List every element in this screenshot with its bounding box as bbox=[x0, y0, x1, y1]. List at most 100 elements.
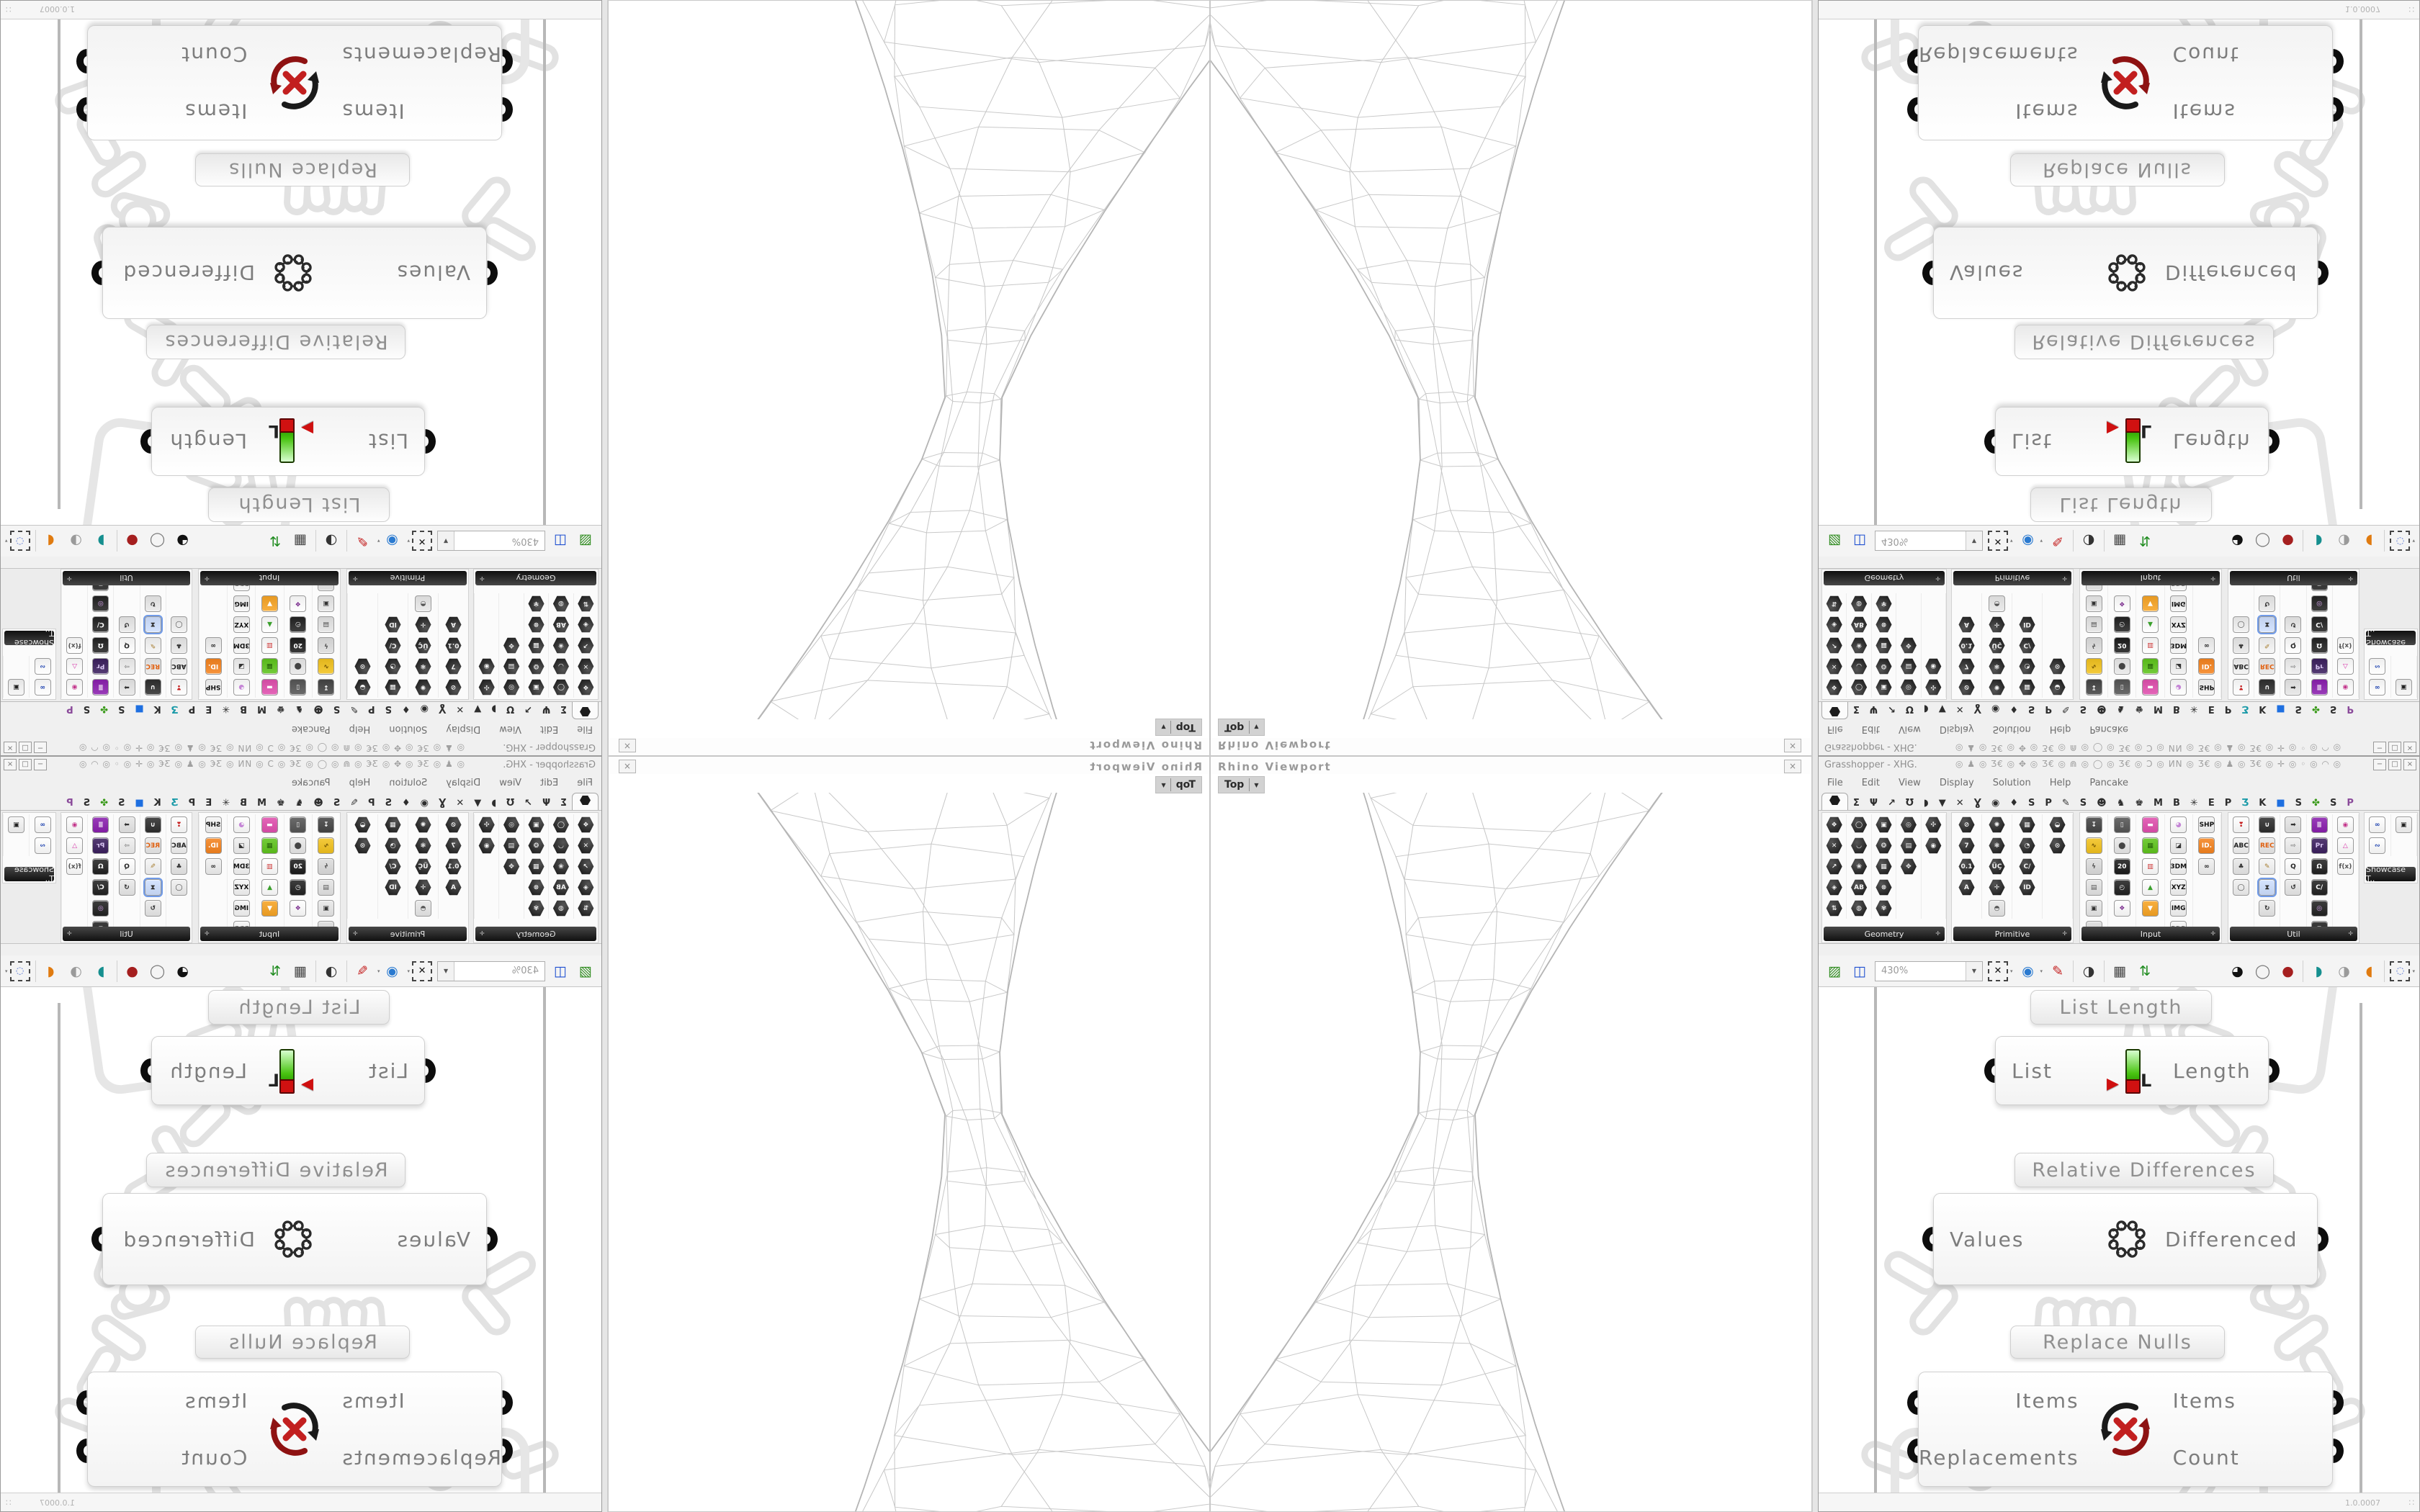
category-tab-23[interactable]: Ʒ bbox=[171, 798, 179, 809]
grasshopper-titlebar[interactable]: Grasshopper - XHG. ◎ ♟ ◎ Ʒ€ ◎ ✥ ◎ Ʒ€ ◎ ⋒… bbox=[1, 757, 601, 773]
menu-solution[interactable]: Solution bbox=[389, 777, 428, 788]
palette-icon[interactable]: ✣ bbox=[478, 679, 495, 696]
palette-icon[interactable]: ⇨ bbox=[2285, 658, 2302, 675]
palette-icon[interactable]: ▦ bbox=[261, 658, 279, 675]
palette-icon[interactable]: ❃ bbox=[1989, 837, 2005, 854]
input-grip[interactable] bbox=[1922, 1227, 1933, 1251]
menu-view[interactable]: View bbox=[499, 724, 522, 735]
palette-icon[interactable]: ▼ bbox=[261, 595, 279, 612]
palette-icon[interactable]: ◡ bbox=[1851, 658, 1868, 675]
panel-expand-icon[interactable]: ✛ bbox=[2062, 930, 2067, 937]
panel-name-1[interactable]: Primitive ✛ bbox=[349, 571, 467, 585]
palette-icon[interactable]: ∞ bbox=[34, 816, 51, 833]
palette-icon[interactable]: f(x) bbox=[66, 637, 84, 654]
palette-icon[interactable]: ✺ bbox=[415, 816, 431, 833]
palette-icon[interactable]: ❖ bbox=[578, 679, 594, 696]
component-list-length[interactable]: List ▶ L Length bbox=[151, 1036, 425, 1105]
viewport-name-dropdown[interactable]: Top ▼ bbox=[1218, 776, 1265, 793]
maximize-button[interactable]: □ bbox=[19, 759, 32, 770]
category-tab-25[interactable]: ■ bbox=[2276, 798, 2285, 809]
palette-icon[interactable]: ♣ bbox=[2233, 858, 2250, 875]
category-tab-23[interactable]: Ʒ bbox=[2241, 798, 2249, 809]
component-relative-differences[interactable]: Values Differenced bbox=[102, 1193, 487, 1285]
palette-icon[interactable]: ⊗ bbox=[528, 879, 544, 896]
palette-icon[interactable]: ∞ bbox=[2198, 637, 2215, 654]
category-tab-0[interactable] bbox=[1821, 702, 1848, 719]
palette-icon[interactable]: ∾ bbox=[2369, 658, 2386, 675]
palette-icon[interactable]: ⬤ bbox=[290, 658, 307, 675]
preview-mesh-wire-button[interactable]: ◯ bbox=[2254, 533, 2271, 549]
palette-icon[interactable]: ◒ bbox=[2049, 816, 2066, 833]
palette-icon[interactable]: ↻ bbox=[2259, 595, 2276, 612]
palette-icon[interactable]: ▦ bbox=[528, 858, 544, 875]
grasshopper-titlebar[interactable]: Grasshopper - XHG. ◎ ♟ ◎ Ʒ€ ◎ ✥ ◎ Ʒ€ ◎ ⋒… bbox=[1819, 757, 2419, 773]
palette-icon[interactable]: Pr bbox=[92, 837, 109, 854]
category-tab-14[interactable]: S bbox=[2079, 798, 2087, 809]
category-tab-24[interactable]: K bbox=[2259, 703, 2267, 714]
category-tab-23[interactable]: Ʒ bbox=[171, 703, 179, 714]
category-tab-19[interactable]: B bbox=[2172, 703, 2180, 714]
camera-widget-button[interactable]: ▦ bbox=[294, 963, 307, 979]
palette-icon[interactable]: ∞ bbox=[2369, 679, 2386, 696]
menu-edit[interactable]: Edit bbox=[540, 724, 559, 735]
category-tab-9[interactable]: ◉ bbox=[1991, 798, 2000, 809]
palette-icon[interactable]: ↧ bbox=[318, 679, 335, 696]
category-tab-5[interactable]: ◗ bbox=[1923, 798, 1929, 809]
palette-icon[interactable]: ✺ bbox=[415, 679, 431, 696]
category-tab-1[interactable]: Σ bbox=[560, 703, 567, 714]
preview-mesh-wire-button[interactable]: ◯ bbox=[149, 963, 166, 979]
maximize-button[interactable]: □ bbox=[19, 742, 32, 753]
panel-name-3[interactable]: Util ✛ bbox=[2230, 927, 2357, 941]
palette-icon[interactable]: ◍ bbox=[552, 595, 569, 612]
panel-name-3[interactable]: Util ✛ bbox=[63, 571, 190, 585]
palette-icon[interactable]: ❣ bbox=[170, 679, 187, 696]
canvas-axes-button[interactable]: ⇅ bbox=[269, 533, 281, 549]
palette-icon[interactable]: ❂ bbox=[528, 837, 544, 854]
palette-icon[interactable]: Q bbox=[2285, 637, 2302, 654]
palette-icon[interactable]: C/ bbox=[92, 879, 109, 896]
panel-name-2[interactable]: Input ✛ bbox=[2081, 927, 2220, 941]
save-file-button[interactable]: ◫ bbox=[554, 963, 567, 979]
palette-icon[interactable]: A bbox=[445, 879, 462, 896]
menu-help[interactable]: Help bbox=[349, 777, 371, 788]
category-tab-19[interactable]: B bbox=[2172, 798, 2180, 809]
grasshopper-titlebar[interactable]: Grasshopper - XHG. ◎ ♟ ◎ Ʒ€ ◎ ✥ ◎ Ʒ€ ◎ ⋒… bbox=[1, 739, 601, 755]
palette-icon[interactable]: ▣ bbox=[2085, 900, 2102, 917]
palette-icon[interactable]: ID bbox=[385, 616, 401, 633]
palette-icon[interactable]: ◒ bbox=[354, 679, 371, 696]
palette-icon[interactable]: AB bbox=[552, 879, 569, 896]
palette-icon[interactable]: ✕ bbox=[1826, 837, 1842, 854]
palette-icon[interactable]: ✎ bbox=[144, 858, 161, 875]
menu-solution[interactable]: Solution bbox=[1992, 777, 2031, 788]
menu-edit[interactable]: Edit bbox=[1861, 777, 1880, 788]
palette-icon[interactable]: △ bbox=[66, 658, 84, 675]
menu-file[interactable]: File bbox=[1827, 777, 1843, 788]
category-tab-8[interactable]: Ɣ bbox=[439, 798, 447, 809]
palette-icon[interactable]: ID bbox=[385, 879, 401, 896]
chevron-down-icon[interactable]: ▼ bbox=[1966, 961, 1982, 981]
panel-name-4[interactable]: Showcase T.. bbox=[2366, 629, 2416, 647]
category-tab-10[interactable]: ♦ bbox=[402, 703, 411, 714]
menu-display[interactable]: Display bbox=[446, 724, 481, 735]
palette-icon[interactable]: A bbox=[1958, 879, 1975, 896]
palette-icon[interactable]: ◴ bbox=[2113, 879, 2130, 896]
output-grip[interactable] bbox=[2269, 1058, 2280, 1083]
component-replace-nulls[interactable]: Items Replacements Items Count bbox=[1918, 25, 2333, 140]
palette-icon[interactable]: ≣ bbox=[2311, 816, 2328, 833]
panel-expand-icon[interactable]: ✛ bbox=[1935, 575, 1940, 582]
category-tab-7[interactable]: ✕ bbox=[456, 798, 465, 809]
close-button[interactable]: × bbox=[2403, 742, 2416, 753]
palette-icon[interactable]: Ω bbox=[92, 637, 109, 654]
palette-icon[interactable]: f(x) bbox=[66, 858, 84, 875]
palette-icon[interactable]: Pr bbox=[2311, 837, 2328, 854]
maximize-button[interactable]: □ bbox=[2388, 759, 2401, 770]
category-tab-24[interactable]: K bbox=[153, 703, 161, 714]
category-tab-29[interactable]: P bbox=[66, 798, 73, 809]
category-tab-29[interactable]: P bbox=[66, 703, 73, 714]
palette-icon[interactable]: C/ bbox=[92, 616, 109, 633]
palette-icon[interactable]: ID. bbox=[2198, 658, 2215, 675]
palette-icon[interactable]: A bbox=[445, 616, 462, 633]
palette-icon[interactable]: ⊙ bbox=[354, 837, 371, 854]
palette-icon[interactable]: ϟ bbox=[2085, 858, 2102, 875]
sketch-pen-button[interactable]: ✎ bbox=[2052, 963, 2063, 979]
